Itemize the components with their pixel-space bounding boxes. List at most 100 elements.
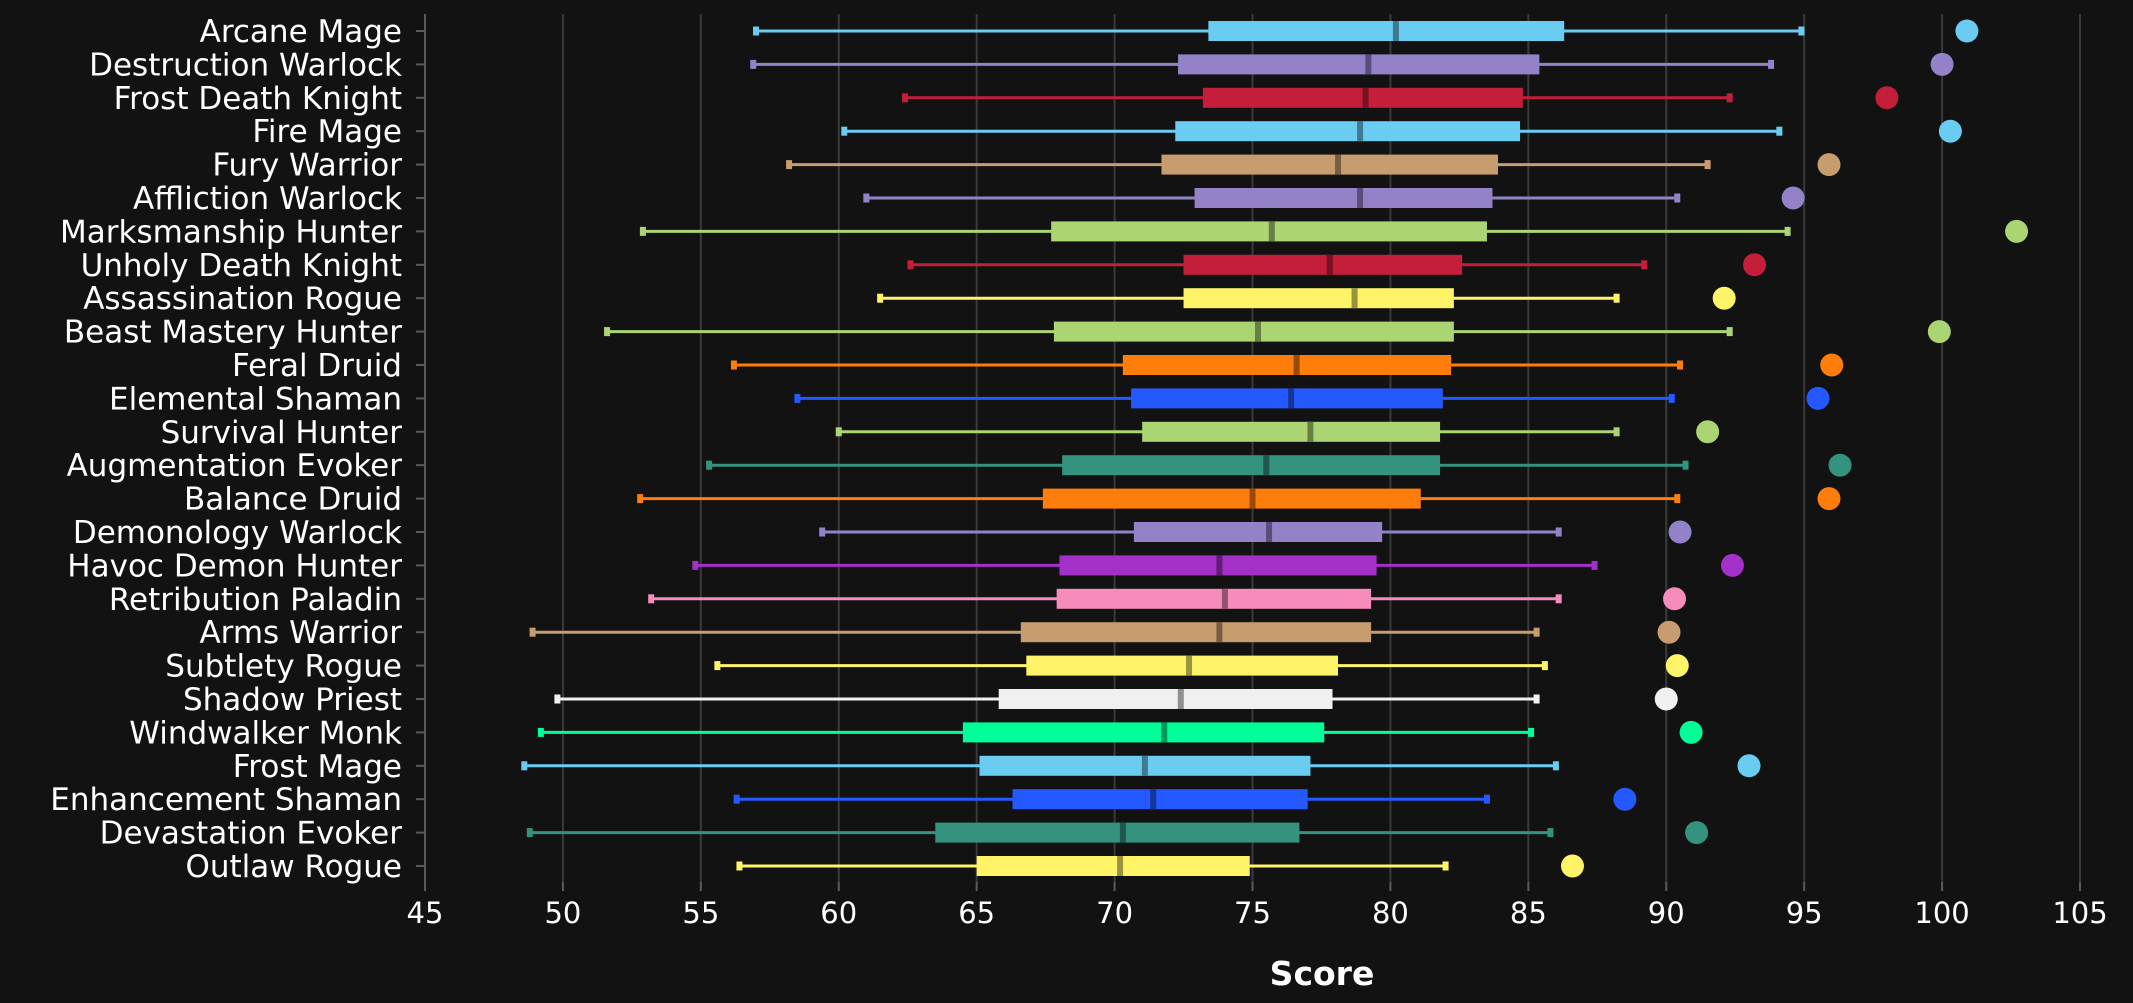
box-group-affliction-warlock <box>863 186 1805 210</box>
whisker-cap-high-devastation-evoker <box>1547 828 1554 838</box>
category-label-assassination-rogue: Assassination Rogue <box>83 281 402 317</box>
box-fury-warrior <box>1161 154 1498 175</box>
whisker-cap-high-augmentation-evoker <box>1682 460 1689 470</box>
box-devastation-evoker <box>935 822 1300 843</box>
box-beast-mastery-hunter <box>1053 321 1454 342</box>
outlier-point-unholy-death-knight <box>1743 253 1767 277</box>
whisker-cap-high-enhancement-shaman <box>1483 794 1490 804</box>
median-marker-feral-druid <box>1293 355 1300 375</box>
median-marker-balance-druid <box>1249 488 1256 509</box>
category-label-havoc-demon-hunter: Havoc Demon Hunter <box>67 548 402 584</box>
x-tick-label-45: 45 <box>407 896 444 930</box>
box-group-subtlety-rogue <box>714 654 1689 678</box>
box-group-fire-mage <box>841 119 1962 143</box>
y-axis-ticks <box>416 30 425 867</box>
box-affliction-warlock <box>1194 188 1493 208</box>
whisker-cap-high-fire-mage <box>1776 126 1783 136</box>
whisker-cap-low-marksmanship-hunter <box>639 226 646 236</box>
box-arcane-mage <box>1208 21 1565 41</box>
box-group-outlaw-rogue <box>736 854 1584 878</box>
median-marker-retribution-paladin <box>1221 588 1228 609</box>
box-feral-druid <box>1122 355 1452 375</box>
x-tick-label-100: 100 <box>1914 896 1969 930</box>
outlier-point-balance-druid <box>1817 487 1841 511</box>
outlier-point-retribution-paladin <box>1663 587 1687 611</box>
whisker-cap-high-havoc-demon-hunter <box>1591 560 1598 570</box>
outlier-point-destruction-warlock <box>1930 52 1954 76</box>
whisker-cap-low-devastation-evoker <box>526 828 533 838</box>
outlier-point-assassination-rogue <box>1712 286 1736 310</box>
category-label-windwalker-monk: Windwalker Monk <box>129 715 402 751</box>
box-group-shadow-priest <box>554 687 1678 711</box>
box-enhancement-shaman <box>1012 789 1308 810</box>
box-group-demonology-warlock <box>819 520 1692 544</box>
outlier-point-demonology-warlock <box>1668 520 1692 544</box>
category-label-augmentation-evoker: Augmentation Evoker <box>67 448 403 484</box>
box-balance-druid <box>1042 488 1421 509</box>
category-label-frost-mage: Frost Mage <box>233 749 402 785</box>
median-marker-arms-warrior <box>1216 622 1223 643</box>
whisker-cap-high-elemental-shaman <box>1668 393 1675 403</box>
whisker-cap-low-unholy-death-knight <box>907 260 914 270</box>
box-survival-hunter <box>1142 421 1441 442</box>
box-group-enhancement-shaman <box>733 787 1637 811</box>
whisker-cap-low-enhancement-shaman <box>733 794 740 804</box>
category-label-demonology-warlock: Demonology Warlock <box>73 515 402 551</box>
outlier-point-frost-mage <box>1737 754 1761 778</box>
whisker-cap-high-arms-warrior <box>1533 627 1540 637</box>
outlier-point-windwalker-monk <box>1679 720 1703 744</box>
whisker-cap-low-affliction-warlock <box>863 193 870 203</box>
x-tick-label-95: 95 <box>1786 896 1823 930</box>
x-tick-label-60: 60 <box>820 896 857 930</box>
box-demonology-warlock <box>1133 522 1383 542</box>
whisker-cap-high-outlaw-rogue <box>1442 861 1449 871</box>
whisker-cap-low-windwalker-monk <box>537 727 544 737</box>
outlier-point-devastation-evoker <box>1685 821 1709 845</box>
category-label-arcane-mage: Arcane Mage <box>200 14 402 50</box>
category-label-subtlety-rogue: Subtlety Rogue <box>165 649 402 685</box>
outlier-point-frost-death-knight <box>1875 86 1899 110</box>
median-marker-elemental-shaman <box>1288 388 1295 409</box>
outlier-point-fire-mage <box>1938 119 1962 143</box>
x-tick-label-105: 105 <box>2052 896 2107 930</box>
whisker-cap-low-destruction-warlock <box>750 59 757 69</box>
box-outlaw-rogue <box>976 856 1250 876</box>
median-marker-unholy-death-knight <box>1326 254 1333 275</box>
box-arms-warrior <box>1020 622 1372 643</box>
whisker-cap-high-retribution-paladin <box>1555 594 1562 604</box>
whisker-cap-high-windwalker-monk <box>1528 727 1535 737</box>
whisker-cap-high-subtlety-rogue <box>1541 661 1548 671</box>
category-label-feral-druid: Feral Druid <box>232 348 402 384</box>
median-marker-windwalker-monk <box>1161 722 1168 743</box>
box-group-survival-hunter <box>835 420 1720 444</box>
category-label-unholy-death-knight: Unholy Death Knight <box>81 248 402 284</box>
box-elemental-shaman <box>1131 388 1443 409</box>
whisker-cap-low-balance-druid <box>637 494 644 504</box>
whisker-cap-high-demonology-warlock <box>1555 527 1562 537</box>
box-group-elemental-shaman <box>794 386 1830 410</box>
outlier-point-elemental-shaman <box>1806 386 1830 410</box>
outlier-point-beast-mastery-hunter <box>1927 320 1951 344</box>
whisker-cap-low-survival-hunter <box>835 427 842 437</box>
x-tick-labels: 45 50 55 60 65 70 75 80 85 90 95 100 105 <box>407 896 2108 930</box>
category-label-fury-warrior: Fury Warrior <box>212 148 402 184</box>
box-group-beast-mastery-hunter <box>604 320 1951 344</box>
box-series <box>521 19 2029 878</box>
box-shadow-priest <box>998 689 1333 709</box>
outlier-point-augmentation-evoker <box>1828 453 1852 477</box>
median-marker-devastation-evoker <box>1119 822 1126 843</box>
box-group-havoc-demon-hunter <box>692 553 1744 577</box>
category-label-survival-hunter: Survival Hunter <box>161 415 403 451</box>
box-group-devastation-evoker <box>526 821 1709 845</box>
whisker-cap-high-destruction-warlock <box>1768 59 1775 69</box>
median-marker-demonology-warlock <box>1266 522 1273 542</box>
category-label-retribution-paladin: Retribution Paladin <box>109 582 402 618</box>
box-group-unholy-death-knight <box>907 253 1767 277</box>
whisker-cap-high-survival-hunter <box>1613 427 1620 437</box>
x-tick-label-65: 65 <box>958 896 995 930</box>
whisker-cap-high-frost-death-knight <box>1726 93 1733 103</box>
whisker-cap-low-outlaw-rogue <box>736 861 743 871</box>
box-group-balance-druid <box>637 487 1841 511</box>
box-group-arcane-mage <box>753 19 1979 43</box>
